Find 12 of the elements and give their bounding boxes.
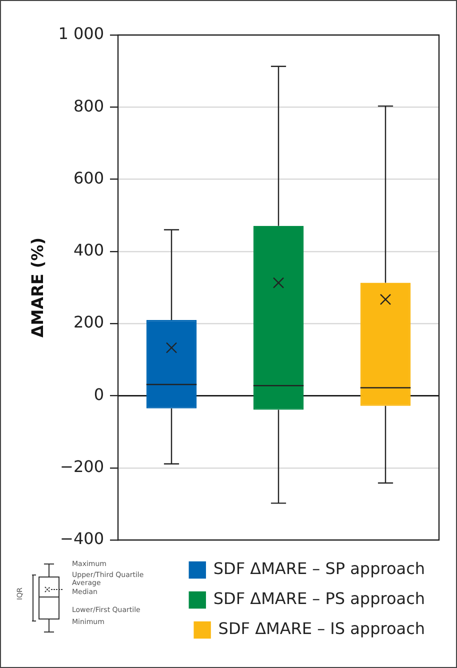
y-tick-label: 1 000: [58, 24, 104, 44]
y-tick-label: −200: [60, 457, 104, 476]
legend-label: SDF ΔMARE – IS approach: [218, 619, 426, 638]
y-tick-label: 600: [73, 168, 104, 188]
y-tick-label: −400: [60, 529, 104, 548]
y-tick-label: 200: [73, 312, 104, 332]
y-tick-label: 800: [73, 96, 104, 116]
y-axis-title: ΔMARE (%): [28, 237, 47, 338]
legend-label: SDF ΔMARE – PS approach: [213, 589, 425, 608]
legend-label: SDF ΔMARE – SP approach: [213, 559, 425, 578]
y-tick-label: 0: [94, 384, 104, 404]
y-tick-label: 400: [73, 240, 104, 260]
